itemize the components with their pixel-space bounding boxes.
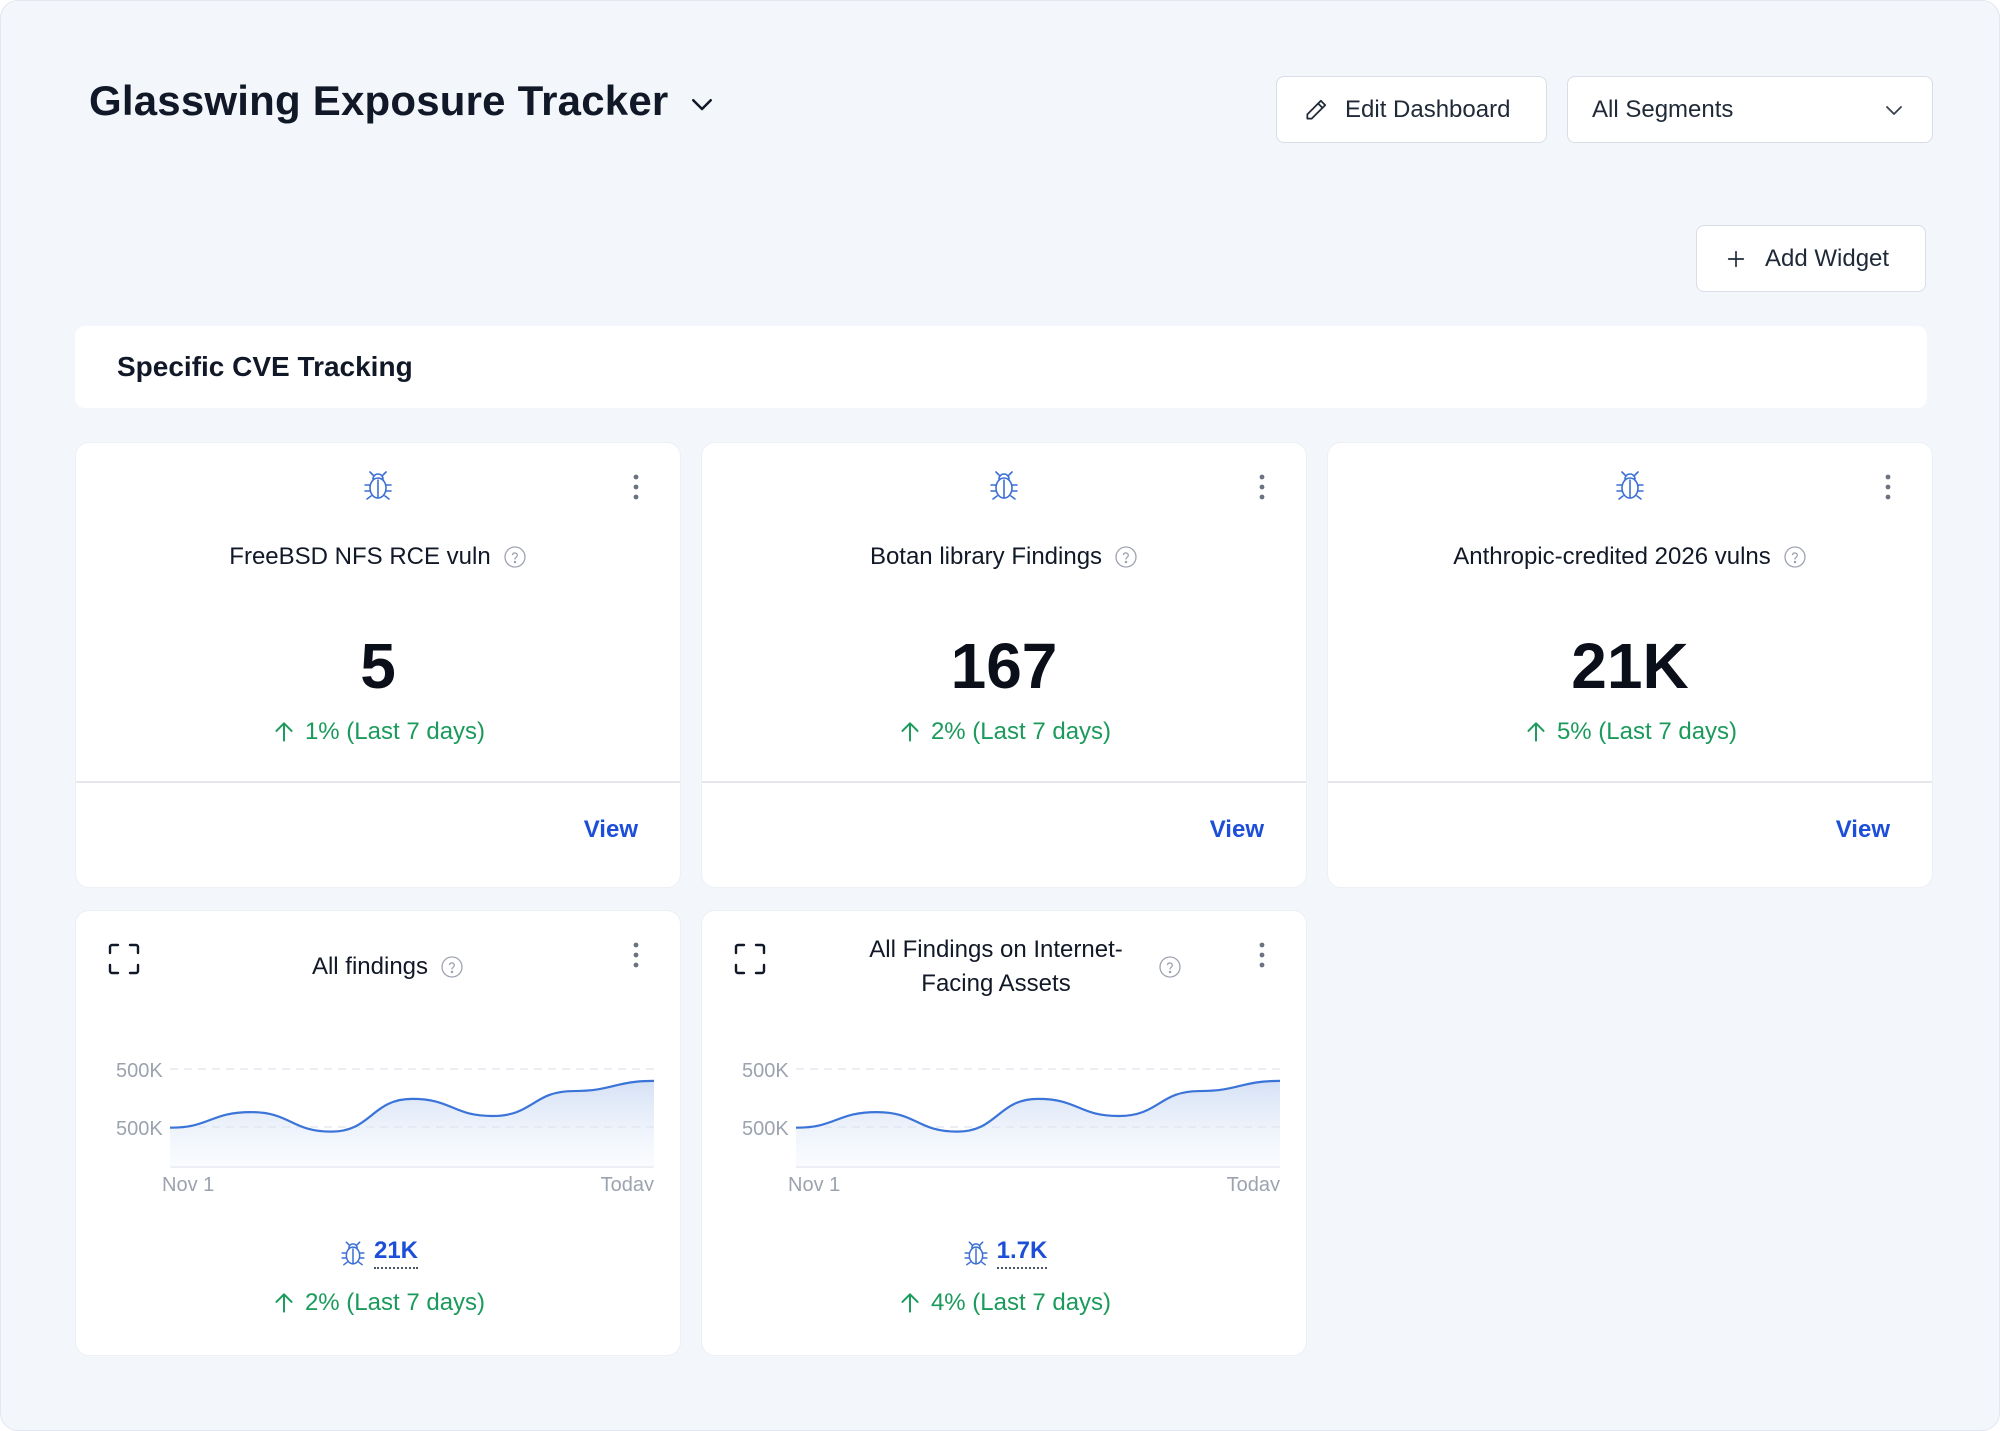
chart-card: All Findings on Internet-Facing Assets 5… — [701, 910, 1307, 1356]
segment-select[interactable]: All Segments — [1567, 76, 1933, 143]
section-title: Specific CVE Tracking — [117, 351, 413, 382]
help-icon[interactable] — [1783, 545, 1807, 569]
edit-dashboard-button[interactable]: Edit Dashboard — [1276, 76, 1547, 143]
y-tick-label: 500K — [116, 1060, 163, 1082]
x-tick-label: Today — [601, 1174, 654, 1191]
y-tick-label: 500K — [742, 1060, 789, 1082]
kpi-trend: 1% (Last 7 days) — [76, 718, 680, 746]
chart-trend-text: 2% (Last 7 days) — [304, 1289, 486, 1316]
series-line — [169, 1079, 655, 1133]
help-icon[interactable] — [503, 545, 527, 569]
more-options-icon[interactable] — [626, 469, 646, 505]
y-tick-label: 500K — [742, 1118, 789, 1140]
area-chart: 500K 500K Nov 1 Today — [116, 1060, 655, 1191]
more-options-icon[interactable] — [1252, 937, 1272, 973]
arrow-up-icon — [1527, 722, 1545, 742]
x-tick-label: Nov 1 — [162, 1174, 214, 1191]
arrow-up-icon — [901, 1293, 919, 1313]
expand-icon[interactable] — [732, 941, 768, 977]
divider — [1328, 781, 1932, 783]
kpi-label-row: Botan library Findings — [702, 543, 1306, 571]
kpi-label: Anthropic-credited 2026 vulns — [1453, 543, 1771, 570]
more-options-icon[interactable] — [626, 937, 646, 973]
chart-total-value[interactable]: 21K — [373, 1237, 419, 1269]
help-icon[interactable] — [1158, 955, 1182, 979]
add-widget-button[interactable]: Add Widget — [1696, 225, 1926, 292]
arrow-up-icon — [901, 722, 919, 742]
kpi-trend: 5% (Last 7 days) — [1328, 718, 1932, 746]
chart-total-value[interactable]: 1.7K — [996, 1237, 1048, 1269]
chart-trend: 4% (Last 7 days) — [702, 1289, 1306, 1317]
section-header: Specific CVE Tracking — [75, 326, 1927, 408]
add-widget-label: Add Widget — [1765, 244, 1890, 272]
kpi-label: Botan library Findings — [869, 543, 1103, 570]
kpi-card: Anthropic-credited 2026 vulns 21K 5% (La… — [1327, 442, 1933, 888]
kpi-card: FreeBSD NFS RCE vuln 5 1% (Last 7 days) … — [75, 442, 681, 888]
help-icon[interactable] — [440, 955, 464, 979]
view-link[interactable]: View — [1209, 816, 1264, 843]
x-tick-label: Today — [1227, 1174, 1280, 1191]
kpi-label-row: Anthropic-credited 2026 vulns — [1328, 543, 1932, 571]
chart-trend-text: 4% (Last 7 days) — [930, 1289, 1112, 1316]
kpi-label-row: FreeBSD NFS RCE vuln — [76, 543, 680, 571]
y-tick-label: 500K — [116, 1118, 163, 1140]
series-line — [795, 1079, 1281, 1133]
chart-title-row: All findings — [196, 931, 580, 1003]
edit-dashboard-label: Edit Dashboard — [1345, 95, 1511, 123]
expand-icon[interactable] — [106, 941, 142, 977]
kpi-trend: 2% (Last 7 days) — [702, 718, 1306, 746]
kpi-value: 21K — [1571, 630, 1689, 702]
divider — [702, 781, 1306, 783]
x-tick-label: Nov 1 — [788, 1174, 840, 1191]
chart-card: All findings 500K 500K Nov 1 Today 21K 2% (… — [75, 910, 681, 1356]
view-link[interactable]: View — [583, 816, 638, 843]
kpi-value: 5 — [360, 630, 396, 702]
more-options-icon[interactable] — [1252, 469, 1272, 505]
segment-select-value: All Segments — [1592, 95, 1734, 123]
bug-icon — [341, 1241, 365, 1266]
view-link[interactable]: View — [1835, 816, 1890, 843]
bug-icon — [964, 1241, 988, 1266]
arrow-up-icon — [275, 722, 293, 742]
area-fill — [170, 1080, 654, 1167]
chart-total: 21K — [76, 1237, 680, 1269]
kpi-trend-text: 5% (Last 7 days) — [1556, 718, 1738, 745]
help-icon[interactable] — [1114, 545, 1138, 569]
chart-title: All findings — [311, 953, 429, 980]
chart-trend: 2% (Last 7 days) — [76, 1289, 680, 1317]
kpi-card: Botan library Findings 167 2% (Last 7 da… — [701, 442, 1307, 888]
kpi-label: FreeBSD NFS RCE vuln — [229, 543, 491, 570]
more-options-icon[interactable] — [1878, 469, 1898, 505]
bug-icon — [990, 471, 1018, 500]
chart-title-row: All Findings on Internet-Facing Assets — [822, 931, 1206, 1003]
plus-icon — [1727, 250, 1745, 267]
chart-total: 1.7K — [702, 1237, 1306, 1269]
chevron-down-icon — [1886, 105, 1902, 115]
kpi-value: 167 — [950, 630, 1058, 702]
page-title: Glasswing Exposure Tracker — [89, 77, 669, 124]
divider — [76, 781, 680, 783]
area-fill — [796, 1080, 1280, 1167]
kpi-trend-text: 1% (Last 7 days) — [304, 718, 486, 745]
arrow-up-icon — [275, 1293, 293, 1313]
kpi-trend-text: 2% (Last 7 days) — [930, 718, 1112, 745]
chart-title: All Findings on Internet-Facing Assets — [869, 936, 1123, 997]
chevron-down-icon[interactable] — [687, 89, 717, 119]
pencil-icon — [1306, 99, 1327, 120]
bug-icon — [1616, 471, 1644, 500]
area-chart: 500K 500K Nov 1 Today — [742, 1060, 1281, 1191]
bug-icon — [364, 471, 392, 500]
